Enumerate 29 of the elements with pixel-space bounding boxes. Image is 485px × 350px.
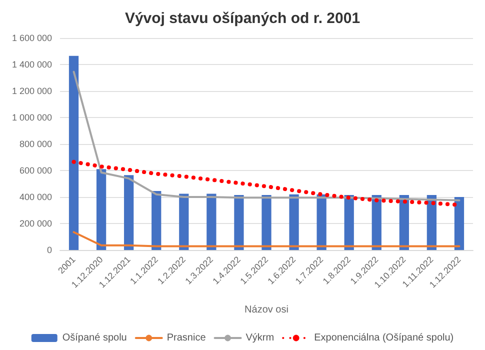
bar (96, 169, 106, 250)
bar (152, 191, 162, 250)
bar (124, 175, 134, 250)
legend-label: Výkrm (246, 332, 274, 344)
y-tick-label: 1 000 000 (12, 112, 52, 122)
x-axis-title: Názov osi (244, 304, 288, 316)
bar (454, 197, 464, 250)
legend-label: Exponenciálna (Ošípané spolu) (314, 332, 454, 344)
chart-title: Vývoj stavu ošípaných od r. 2001 (124, 10, 360, 27)
y-tick-label: 200 000 (19, 218, 52, 228)
y-tick-label: 1 200 000 (12, 86, 52, 96)
bar (68, 56, 79, 250)
bar (234, 195, 244, 250)
y-tick-label: 0 (46, 245, 52, 255)
bar (344, 195, 354, 250)
bar (289, 194, 299, 250)
y-tick-label: 800 000 (19, 139, 52, 149)
y-tick-label: 1 400 000 (12, 60, 52, 70)
legend-label: Prasnice (166, 332, 206, 344)
legend-label: Ošípané spolu (62, 332, 127, 344)
bar (372, 195, 382, 250)
bar (316, 194, 326, 250)
y-tick-label: 1 600 000 (12, 33, 52, 43)
line-series (72, 70, 460, 202)
y-tick-label: 600 000 (19, 166, 52, 176)
bar (262, 195, 272, 250)
bar (179, 194, 189, 250)
bar (206, 194, 216, 250)
y-tick-label: 400 000 (19, 192, 52, 202)
